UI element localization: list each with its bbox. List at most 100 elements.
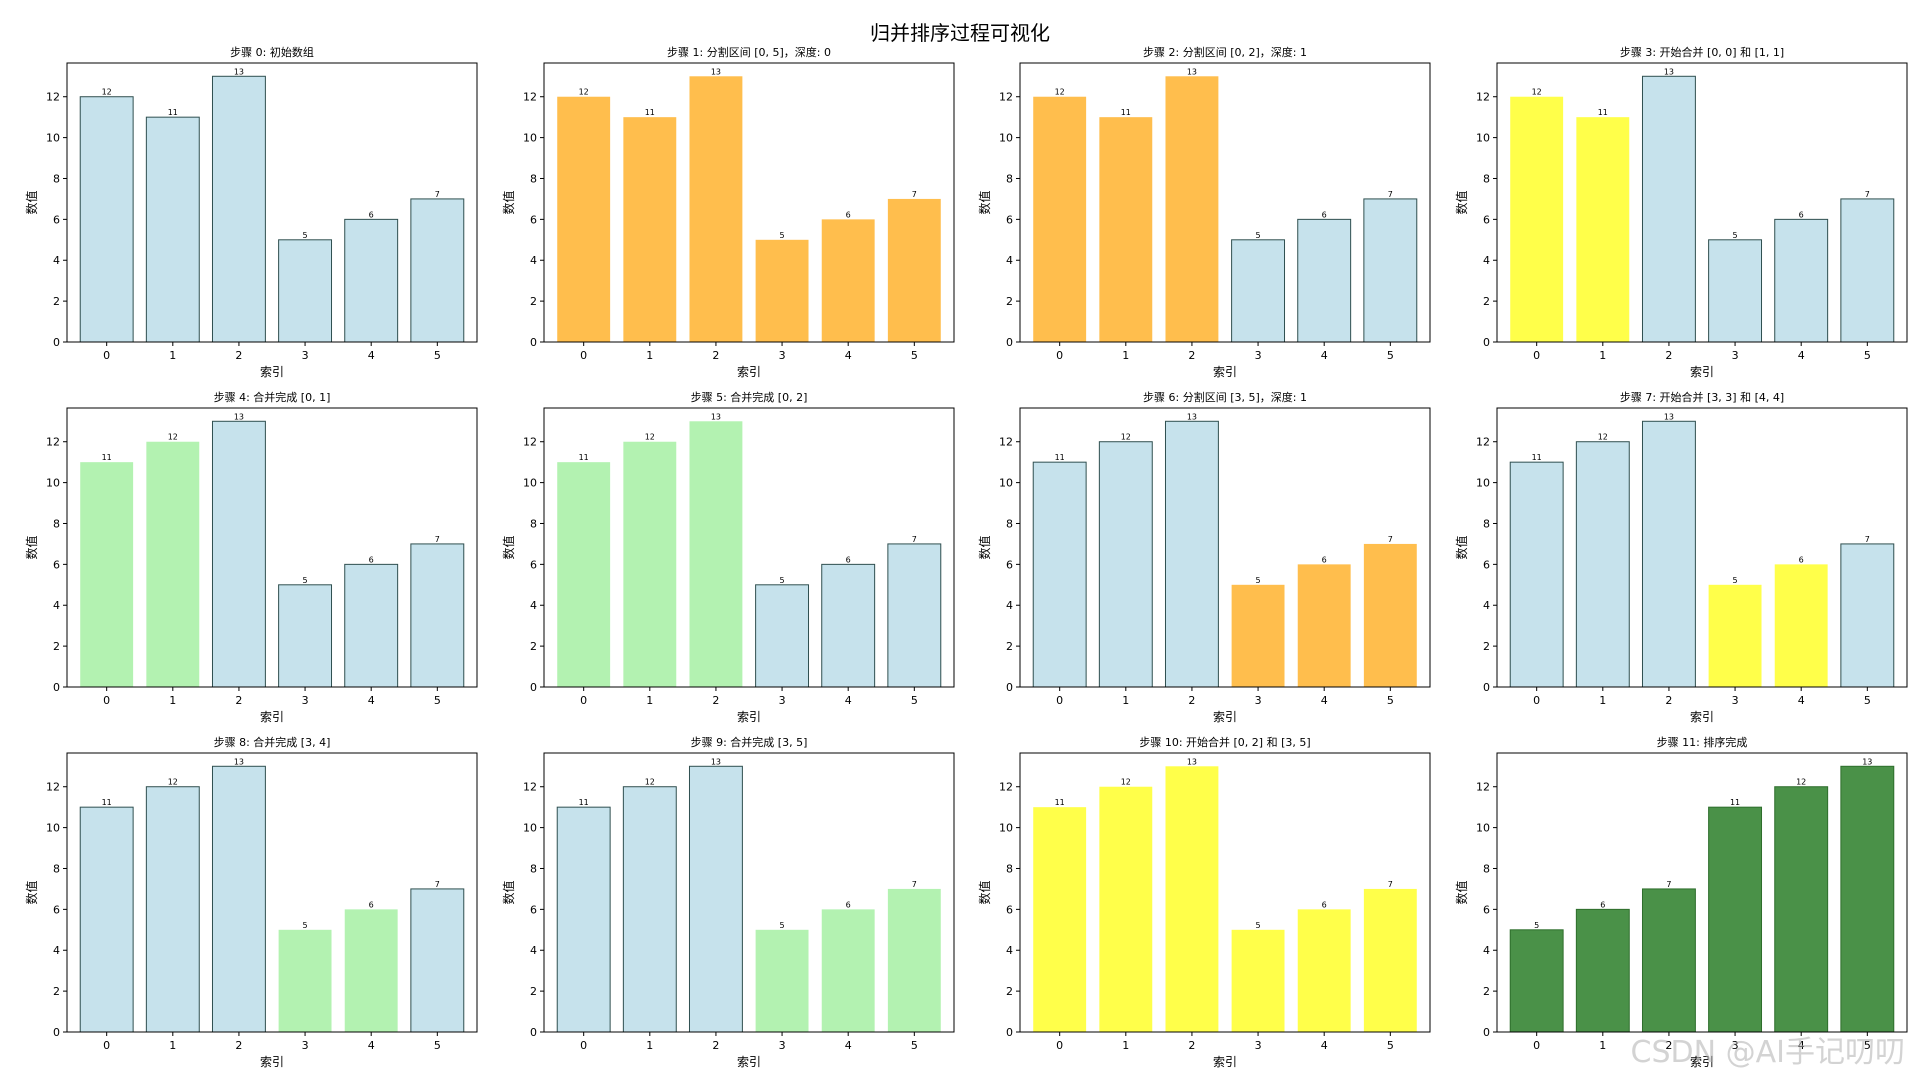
y-tick-label: 2 — [53, 640, 60, 653]
x-tick-label: 5 — [1864, 694, 1871, 707]
axes-frame — [1496, 752, 1908, 1033]
bar-value-label: 12 — [1796, 778, 1806, 787]
y-axis-label: 数值 — [1454, 880, 1469, 904]
bar — [146, 441, 200, 687]
bar-value-label: 7 — [1388, 880, 1393, 889]
bar — [755, 584, 810, 688]
y-tick-label: 0 — [1483, 336, 1490, 349]
bar — [1297, 909, 1351, 1032]
bar — [278, 239, 333, 343]
y-tick-label: 8 — [53, 172, 60, 185]
bar-value-label: 5 — [303, 576, 308, 585]
bar — [278, 584, 333, 688]
bar-value-label: 6 — [369, 900, 374, 909]
bar — [1231, 929, 1285, 1032]
x-axis-label: 索引 — [260, 710, 284, 724]
bar-value-label: 13 — [1187, 67, 1197, 76]
y-tick-label: 12 — [1476, 91, 1490, 104]
bar-value-label: 5 — [1733, 231, 1738, 240]
bar-value-label: 11 — [1055, 798, 1065, 807]
bar — [1165, 76, 1219, 343]
x-tick-label: 2 — [1665, 349, 1672, 362]
bar — [1575, 908, 1630, 1033]
bar — [1641, 420, 1696, 688]
y-tick-label: 0 — [53, 681, 60, 694]
bar-value-label: 11 — [102, 798, 112, 807]
bar — [410, 198, 465, 343]
x-tick-label: 4 — [1798, 694, 1805, 707]
bar-value-label: 12 — [1055, 88, 1065, 97]
subplot-title: 步骤 10: 开始合并 [0, 2] 和 [3, 5] — [1139, 735, 1310, 749]
axes-frame — [1019, 752, 1431, 1033]
bar-value-label: 11 — [645, 108, 655, 117]
x-tick-label: 3 — [1255, 1039, 1262, 1052]
bar — [1164, 420, 1219, 688]
subplot-title: 步骤 9: 合并完成 [3, 5] — [691, 735, 808, 749]
y-tick-label: 0 — [1006, 336, 1013, 349]
y-tick-label: 2 — [530, 985, 537, 998]
bar — [344, 909, 398, 1032]
y-axis-label: 数值 — [24, 535, 39, 559]
y-tick-label: 12 — [46, 91, 60, 104]
bar — [1297, 564, 1351, 687]
x-tick-label: 5 — [1387, 694, 1394, 707]
y-tick-label: 4 — [1483, 944, 1490, 957]
subplot-title: 步骤 11: 排序完成 — [1657, 735, 1748, 749]
y-tick-label: 10 — [46, 477, 60, 490]
bar-value-label: 6 — [846, 210, 851, 219]
axes-frame — [1019, 407, 1431, 688]
subplot-title: 步骤 6: 分割区间 [3, 5]，深度: 1 — [1143, 390, 1307, 404]
axes-frame — [66, 407, 478, 688]
bar-value-label: 7 — [1666, 880, 1671, 889]
y-tick-label: 8 — [1006, 172, 1013, 185]
y-axis-label: 数值 — [501, 190, 516, 214]
bar — [1509, 929, 1564, 1033]
y-tick-label: 0 — [53, 1026, 60, 1039]
x-tick-label: 0 — [1533, 694, 1540, 707]
x-tick-label: 5 — [911, 694, 918, 707]
bar — [887, 543, 942, 688]
y-tick-label: 2 — [530, 640, 537, 653]
bar-value-label: 5 — [1256, 231, 1261, 240]
bar — [1641, 888, 1696, 1033]
bar-value-label: 11 — [1598, 108, 1608, 117]
x-tick-label: 0 — [103, 694, 110, 707]
x-tick-label: 1 — [646, 694, 653, 707]
y-tick-label: 8 — [1483, 517, 1490, 530]
y-tick-label: 10 — [523, 822, 537, 835]
subplot-title: 步骤 1: 分割区间 [0, 5]，深度: 0 — [667, 45, 831, 59]
y-tick-label: 6 — [1006, 213, 1013, 226]
bar — [1708, 239, 1763, 343]
axes-frame — [1496, 407, 1908, 688]
bar-value-label: 13 — [1664, 67, 1674, 76]
y-tick-label: 10 — [46, 132, 60, 145]
bar-value-label: 12 — [168, 433, 178, 442]
y-tick-label: 0 — [53, 336, 60, 349]
y-tick-label: 12 — [46, 436, 60, 449]
axes-frame — [543, 407, 955, 688]
y-tick-label: 4 — [1483, 599, 1490, 612]
bar — [1099, 786, 1153, 1032]
bar — [211, 75, 266, 343]
bar — [887, 198, 941, 342]
x-tick-label: 4 — [368, 349, 375, 362]
y-axis-label: 数值 — [1454, 190, 1469, 214]
axes-frame — [66, 752, 478, 1033]
bar — [1033, 807, 1087, 1032]
x-tick-label: 2 — [1188, 349, 1195, 362]
bar — [1033, 96, 1087, 342]
y-axis-label: 数值 — [501, 535, 516, 559]
bar — [410, 888, 465, 1033]
bar-value-label: 5 — [1534, 921, 1539, 930]
x-axis-label: 索引 — [737, 710, 761, 724]
bar — [821, 219, 875, 342]
y-tick-label: 10 — [1476, 822, 1490, 835]
x-tick-label: 0 — [1533, 349, 1540, 362]
bar — [211, 765, 266, 1033]
y-tick-label: 10 — [1476, 477, 1490, 490]
